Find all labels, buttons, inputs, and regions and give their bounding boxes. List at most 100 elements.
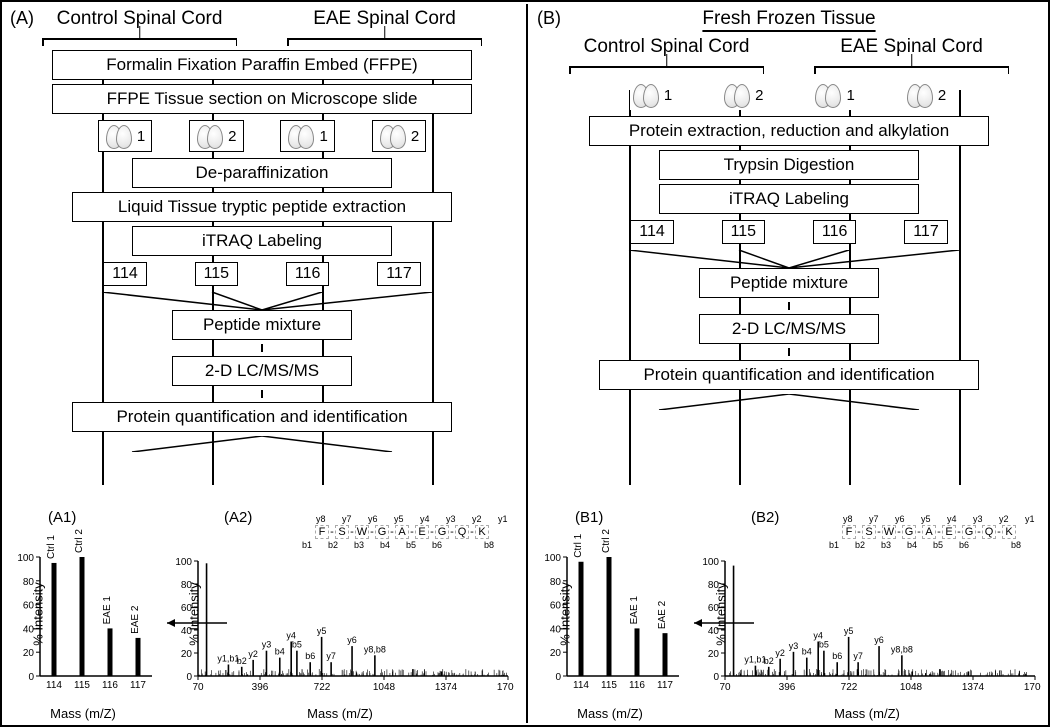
svg-text:115: 115 [601,680,617,691]
svg-text:EAE 2: EAE 2 [657,600,668,629]
panelB-source-right: EAE Spinal Cord [804,36,1019,74]
stepbox: Formalin Fixation Paraffin Embed (FFPE) [52,50,472,80]
connector-line [261,390,263,398]
svg-text:y7: y7 [326,651,336,661]
stepbox: Protein quantification and identificatio… [599,360,979,390]
svg-text:y3: y3 [789,641,799,651]
svg-text:y2: y2 [775,648,785,658]
bracket-icon [559,60,774,74]
diverge-icon [579,394,999,410]
stepbox: Peptide mixture [172,310,352,340]
svg-text:114: 114 [573,680,589,691]
svg-text:396: 396 [779,682,796,693]
tissue-icon: 1 [280,120,334,152]
svg-text:40: 40 [23,624,35,635]
itraq-tag: 116 [813,220,857,244]
svg-text:80: 80 [708,580,720,591]
panelA-source-right: EAE Spinal Cord [277,8,492,46]
itraq-tag: 115 [722,220,766,244]
itraq-tag: 116 [286,262,330,286]
stepbox: Trypsin Digestion [659,150,919,180]
svg-text:b5: b5 [819,640,829,650]
svg-text:80: 80 [181,580,193,591]
svg-text:b6: b6 [305,651,315,661]
stepbox: 2-D LC/MS/MS [699,314,879,344]
xlabel: Mass (m/Z) [834,706,900,721]
stepbox: iTRAQ Labeling [132,226,392,256]
svg-text:Ctrl 2: Ctrl 2 [74,529,85,553]
tissue-row-A: 1 2 1 2 [52,120,472,152]
svg-text:y2: y2 [248,649,258,659]
svg-text:b2: b2 [237,656,247,666]
svg-text:60: 60 [181,603,193,614]
svg-text:80: 80 [23,577,35,588]
tissue-row-B: 1 2 1 2 [579,80,999,110]
svg-text:115: 115 [74,680,90,691]
tissue-icon: 2 [721,80,765,110]
panelA-source-left: Control Spinal Cord [32,8,247,46]
stepbox: Liquid Tissue tryptic peptide extraction [72,192,452,222]
chart-A1: (A1) % Intensity Mass (m/Z) 020406080100… [8,509,158,719]
connector-line [788,302,790,310]
svg-text:117: 117 [130,680,146,691]
diverge-icon [52,436,472,452]
panel-B: (B) Fresh Frozen Tissue Control Spinal C… [529,2,1049,725]
stepbox: FFPE Tissue section on Microscope slide [52,84,472,114]
svg-text:b4: b4 [802,647,812,657]
tissue-icon: 1 [98,120,152,152]
chart-B1: (B1) % Intensity Mass (m/Z) 020406080100… [535,509,685,719]
connector-line [788,348,790,356]
panelB-source-left: Control Spinal Cord [559,36,774,74]
svg-text:1700: 1700 [497,682,514,693]
svg-text:60: 60 [550,601,562,612]
svg-text:1374: 1374 [435,682,458,693]
svg-text:396: 396 [252,682,269,693]
svg-text:0: 0 [555,672,561,683]
svg-text:Ctrl 1: Ctrl 1 [573,533,584,557]
itraq-tag: 114 [630,220,674,244]
svg-text:60: 60 [23,601,35,612]
itraq-row-A: 114 115 116 117 [52,262,472,286]
svg-text:117: 117 [657,680,673,691]
stepbox: Protein extraction, reduction and alkyla… [589,116,989,146]
svg-text:1048: 1048 [900,682,923,693]
itraq-row-B: 114 115 116 117 [579,220,999,244]
svg-text:60: 60 [708,603,720,614]
xlabel: Mass (m/Z) [50,706,116,721]
panel-B-label: (B) [537,8,561,29]
svg-text:20: 20 [23,648,35,659]
bracket-icon [804,60,1019,74]
svg-text:70: 70 [719,682,731,693]
svg-text:20: 20 [181,649,193,660]
svg-text:Ctrl 1: Ctrl 1 [46,535,57,559]
tissue-icon: 2 [904,80,948,110]
svg-text:722: 722 [314,682,331,693]
svg-text:70: 70 [192,682,204,693]
svg-text:1700: 1700 [1024,682,1041,693]
svg-text:100: 100 [702,557,719,568]
converge-icon [579,250,999,264]
peptide-sequence-B: y8y7y6y5y4y3y2y1F-S-W-G-A-E-G-Q-Kb1b2b3b… [825,513,1033,551]
svg-text:100: 100 [544,553,561,564]
itraq-tag: 115 [195,262,239,286]
stepbox: Protein quantification and identificatio… [72,402,452,432]
svg-text:b2: b2 [764,656,774,666]
svg-text:EAE 1: EAE 1 [629,596,640,625]
itraq-tag: 114 [103,262,147,286]
stepbox: 2-D LC/MS/MS [172,356,352,386]
panel-A-label: (A) [10,8,34,29]
charts-A: (A1) % Intensity Mass (m/Z) 020406080100… [8,509,516,719]
stepbox: iTRAQ Labeling [659,184,919,214]
svg-text:b4: b4 [275,647,285,657]
svg-text:0: 0 [28,672,34,683]
tissue-icon: 2 [372,120,426,152]
converge-icon [52,292,472,306]
xlabel: Mass (m/Z) [577,706,643,721]
svg-text:y5: y5 [317,626,327,636]
stepbox: De-paraffinization [132,158,392,188]
link-arrow-icon [684,616,754,630]
svg-text:20: 20 [708,649,720,660]
tissue-icon: 1 [812,80,856,110]
svg-text:114: 114 [46,680,62,691]
svg-text:y7: y7 [853,651,863,661]
